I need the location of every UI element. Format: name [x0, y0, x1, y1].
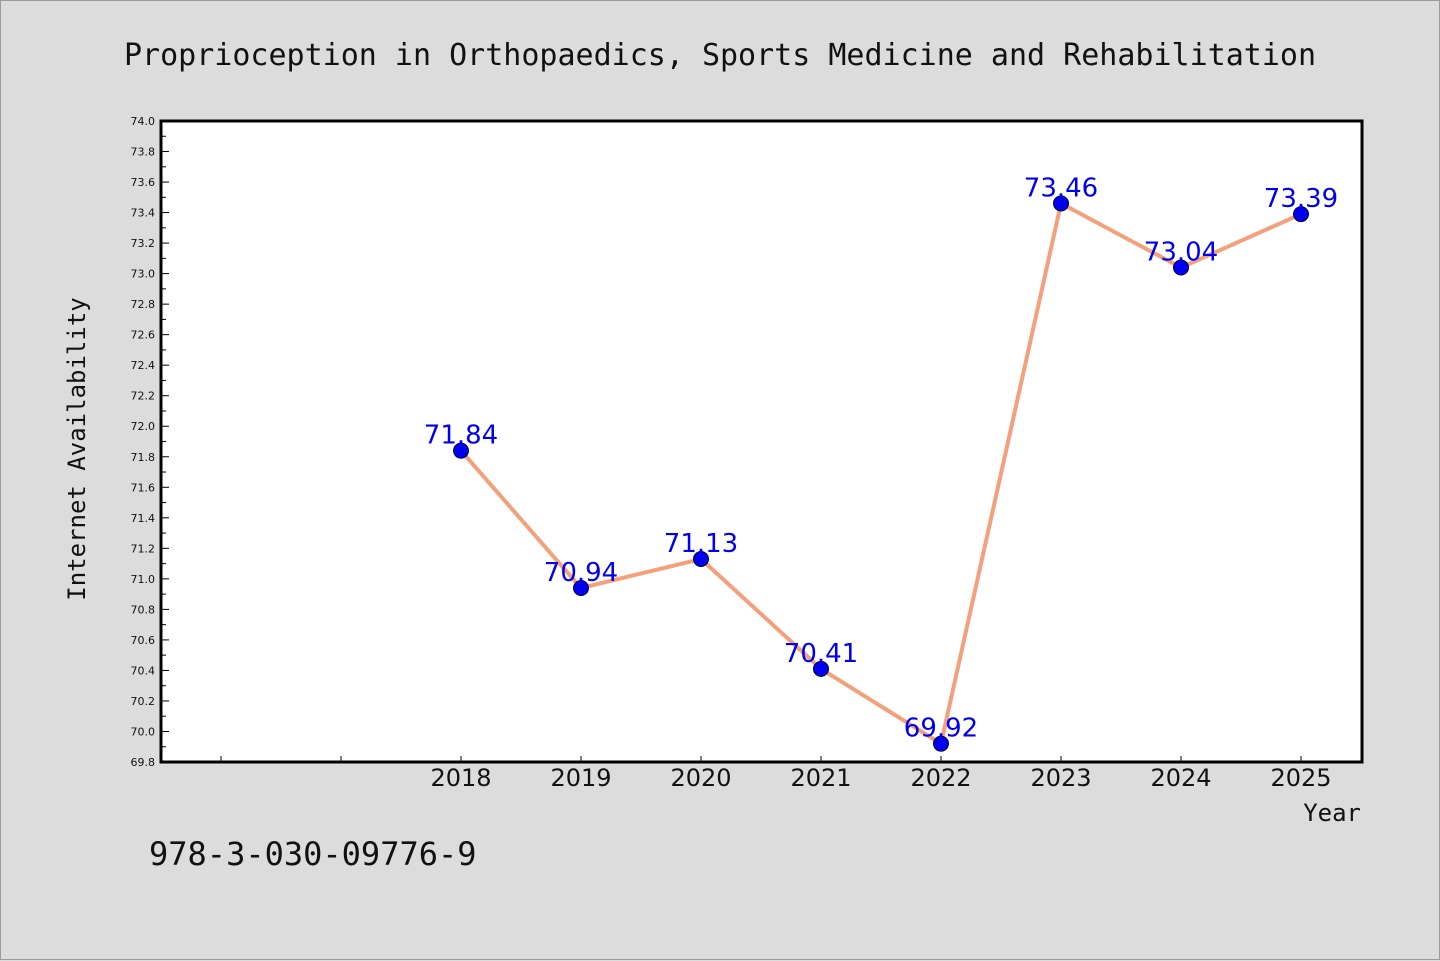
x-tick-label: 2022: [910, 764, 971, 792]
x-tick-label: 2025: [1270, 764, 1331, 792]
chart-title: Proprioception in Orthopaedics, Sports M…: [124, 38, 1316, 73]
y-tick-label: 72.8: [131, 298, 156, 311]
y-tick-label: 73.2: [131, 237, 156, 250]
y-tick-label: 69.8: [131, 756, 156, 769]
y-tick-label: 72.2: [131, 390, 156, 403]
isbn-footnote: 978-3-030-09776-9: [149, 835, 477, 873]
y-tick-label: 73.0: [131, 268, 156, 281]
y-tick-label: 70.2: [131, 695, 156, 708]
series-group: 71.84 70.94 71.13 70.41 69.92 73.46 73.04 73.39: [424, 173, 1338, 752]
x-tick-label: 2019: [550, 764, 611, 792]
x-tick-label: 2024: [1150, 764, 1211, 792]
y-tick-label: 70.4: [131, 664, 156, 677]
y-tick-label: 74.0: [131, 115, 156, 128]
x-tick-label: 2021: [790, 764, 851, 792]
data-point: [693, 551, 709, 568]
x-axis-label: Year: [1303, 799, 1361, 827]
data-label: 70.41: [784, 639, 858, 669]
data-label: 71.84: [424, 421, 498, 451]
data-point: [1053, 195, 1069, 212]
y-tick-label: 72.4: [131, 359, 156, 372]
data-point: [933, 735, 949, 752]
x-tick-label: 2023: [1030, 764, 1091, 792]
y-tick-label: 73.6: [131, 176, 156, 189]
data-label: 70.94: [544, 558, 618, 588]
series-line: [459, 201, 1303, 746]
x-tick-label: 2020: [670, 764, 731, 792]
y-tick-label: 71.2: [131, 542, 156, 555]
y-tick-label: 70.6: [131, 634, 156, 647]
y-tick-label: 73.4: [131, 207, 156, 220]
data-point: [453, 442, 469, 459]
plot-area: [159, 119, 1364, 764]
y-tick-label: 72.0: [131, 420, 156, 433]
data-label: 71.13: [664, 529, 738, 559]
x-tick-label: 2018: [430, 764, 491, 792]
data-point: [1293, 206, 1309, 223]
data-point: [1173, 259, 1189, 276]
data-point: [573, 580, 589, 597]
y-tick-label: 73.8: [131, 146, 156, 159]
data-label: 73.46: [1024, 173, 1098, 203]
data-point: [813, 660, 829, 677]
y-tick-label: 71.6: [131, 481, 156, 494]
y-tick-label: 71.0: [131, 573, 156, 586]
y-axis: 69.8 70.0 70.2 70.4 70.6 70.8 71.0 71.2 71.4 71.6…: [131, 115, 169, 769]
y-tick-label: 71.4: [131, 512, 156, 525]
y-axis-label: Internet Availability: [63, 297, 91, 600]
data-label: 69.92: [904, 714, 978, 744]
y-tick-label: 70.8: [131, 603, 156, 616]
data-label: 73.04: [1144, 238, 1218, 268]
y-tick-label: 71.8: [131, 451, 156, 464]
y-tick-label: 72.6: [131, 329, 156, 342]
data-label: 73.39: [1264, 184, 1338, 214]
x-axis: 2018 2019 2020 2021 2022 2023 2024 2025: [220, 756, 1332, 792]
y-tick-label: 70.0: [131, 725, 156, 738]
